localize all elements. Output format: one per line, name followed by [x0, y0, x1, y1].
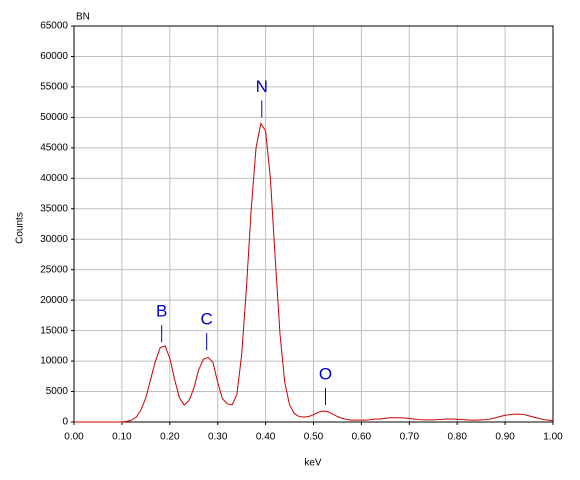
x-tick-label: 0.20: [160, 432, 180, 443]
y-tick-label: 5000: [46, 386, 69, 397]
plot-frame: [73, 25, 554, 423]
x-tick-label: 0.80: [447, 432, 467, 443]
y-tick-label: 20000: [40, 295, 68, 306]
x-tick-label: 0.60: [352, 432, 372, 443]
annotation-label: O: [319, 364, 332, 383]
y-tick-label: 25000: [40, 264, 68, 275]
x-tick-label: 0.40: [256, 432, 276, 443]
chart-title: BN: [76, 12, 90, 23]
y-tick-label: 60000: [40, 51, 68, 62]
y-tick-label: 55000: [40, 82, 68, 93]
y-tick-label: 0: [62, 417, 68, 428]
y-tick-label: 10000: [40, 356, 68, 367]
x-tick-label: 1.00: [543, 432, 563, 443]
y-tick-label: 45000: [40, 142, 68, 153]
y-axis-label: Counts: [15, 212, 26, 244]
y-tick-label: 30000: [40, 234, 68, 245]
annotation-label: C: [201, 310, 213, 329]
x-tick-label: 0.10: [112, 432, 132, 443]
x-tick-label: 0.00: [64, 432, 84, 443]
y-tick-label: 35000: [40, 203, 68, 214]
y-tick-label: 65000: [40, 21, 68, 32]
x-tick-label: 0.90: [495, 432, 515, 443]
x-tick-label: 0.50: [304, 432, 324, 443]
x-tick-label: 0.70: [400, 432, 420, 443]
x-tick-label: 0.30: [208, 432, 228, 443]
spectrum-line: [74, 122, 554, 423]
y-tick-label: 50000: [40, 112, 68, 123]
annotation-label: B: [156, 302, 167, 321]
y-tick-label: 40000: [40, 173, 68, 184]
x-axis-label: keV: [304, 458, 322, 469]
annotation-label: N: [256, 77, 268, 96]
y-tick-label: 15000: [40, 325, 68, 336]
